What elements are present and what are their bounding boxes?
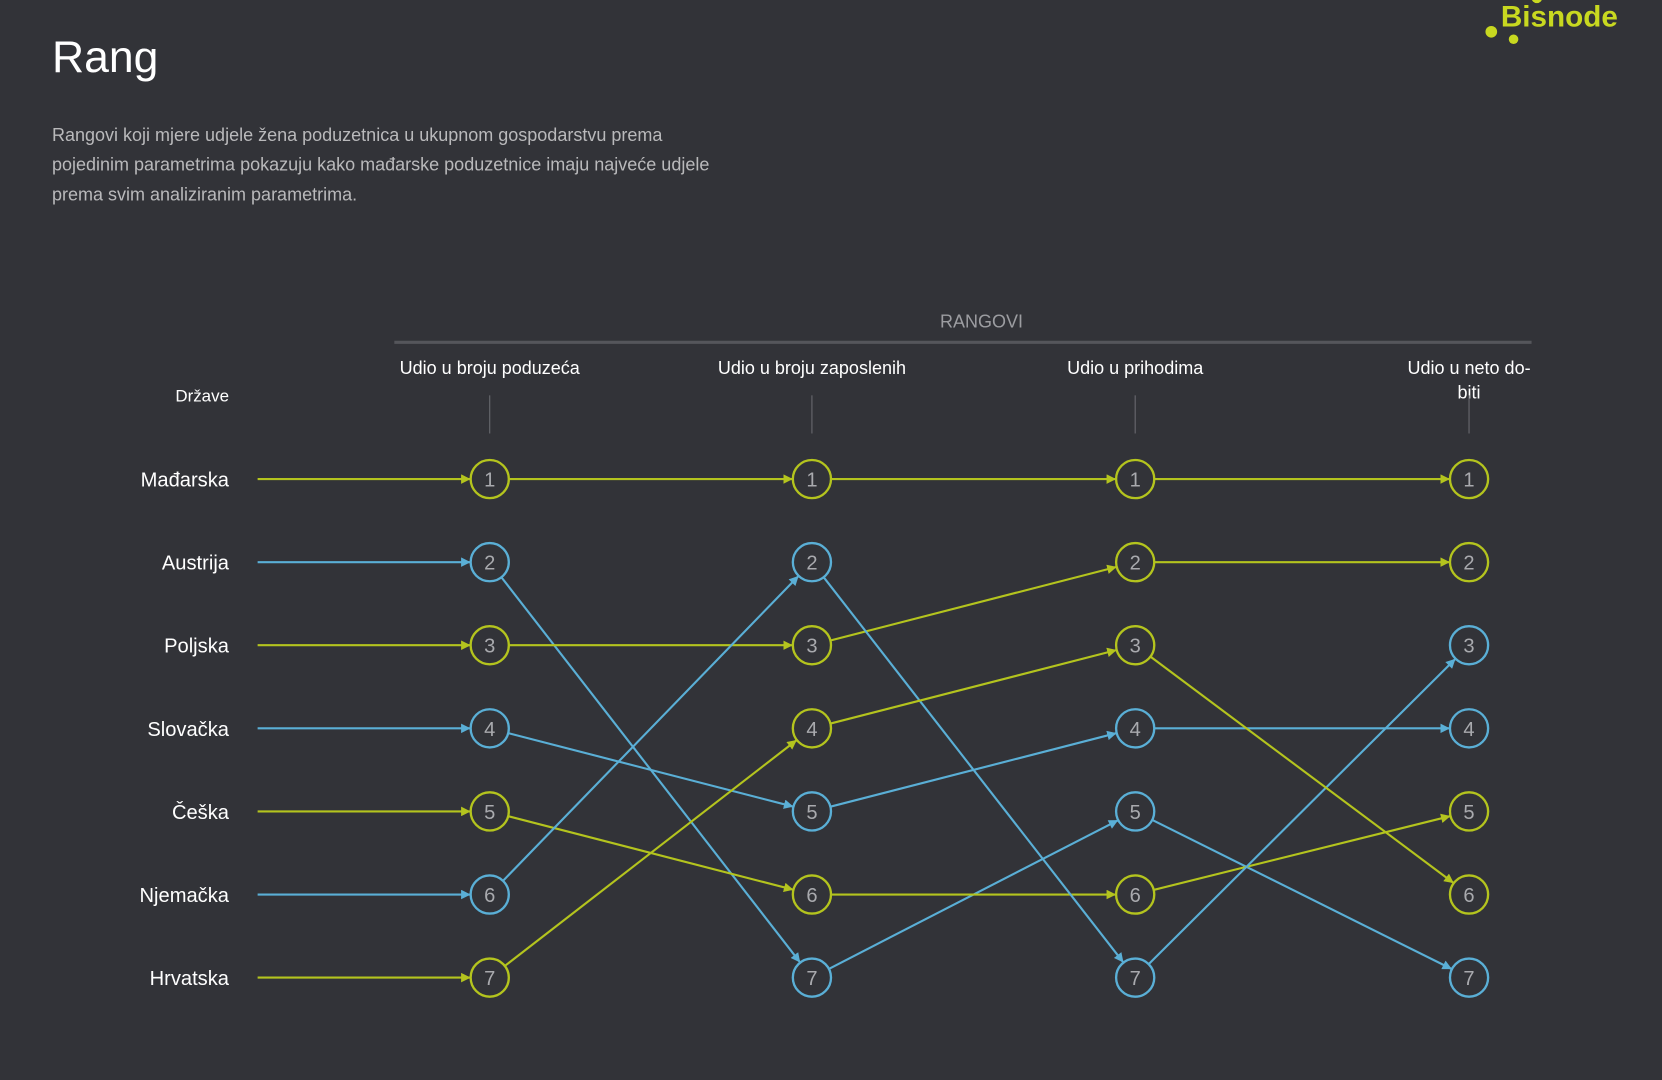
rank-number: 2 bbox=[484, 553, 495, 575]
rank-circle bbox=[1114, 791, 1156, 832]
country-label: Poljska bbox=[164, 636, 230, 658]
series-segment bbox=[1153, 813, 1451, 891]
description-line: prema svim analiziranim parametrima. bbox=[52, 184, 357, 204]
rank-circle bbox=[791, 791, 833, 832]
country-label: Austrija bbox=[162, 553, 230, 575]
rank-circle bbox=[1114, 625, 1156, 666]
rank-circle bbox=[1448, 541, 1490, 583]
series-segment bbox=[507, 732, 794, 809]
rank-circle bbox=[1114, 458, 1156, 500]
series-segment bbox=[1149, 655, 1455, 884]
bump-chart: Udio u broju poduzeća Udio u broju zaposl… bbox=[140, 358, 1531, 998]
series-segment bbox=[1147, 657, 1457, 965]
rank-circle bbox=[1448, 458, 1490, 500]
rank-circle bbox=[1448, 708, 1490, 749]
group-label: RANGOVI bbox=[940, 311, 1023, 331]
rank-circle bbox=[469, 874, 510, 915]
country-label: Hrvatska bbox=[150, 968, 230, 990]
rank-circle bbox=[469, 458, 510, 500]
rank-number: 5 bbox=[484, 802, 495, 824]
column-header: Udio u broju zaposlenih bbox=[718, 358, 906, 378]
rank-number: 2 bbox=[1130, 553, 1141, 575]
series-segment bbox=[830, 564, 1117, 642]
country-label: Njemačka bbox=[140, 885, 230, 907]
country-label: Slovačka bbox=[147, 719, 229, 741]
column-header: Udio u prihodima bbox=[1067, 358, 1204, 378]
rank-number: 7 bbox=[1130, 968, 1141, 990]
rank-number: 2 bbox=[806, 553, 817, 575]
series-segment bbox=[502, 575, 800, 882]
rank-number: 1 bbox=[1463, 469, 1474, 491]
rank-number: 4 bbox=[1463, 719, 1474, 741]
rank-circle bbox=[1448, 874, 1490, 915]
rank-number: 1 bbox=[484, 469, 495, 491]
rank-circle bbox=[469, 957, 510, 998]
rank-number: 1 bbox=[806, 469, 817, 491]
series-segment bbox=[822, 576, 1125, 964]
rank-circle bbox=[1448, 957, 1490, 998]
rank-number: 7 bbox=[1463, 968, 1474, 990]
rank-circle bbox=[1114, 708, 1156, 749]
rank-circle bbox=[791, 625, 833, 666]
rank-number: 6 bbox=[1463, 885, 1474, 907]
rank-circle bbox=[791, 541, 833, 583]
rank-number: 4 bbox=[806, 719, 817, 741]
series-segment bbox=[1151, 818, 1453, 971]
series-segment bbox=[504, 739, 798, 967]
rank-number: 1 bbox=[1130, 469, 1141, 491]
rank-circle bbox=[469, 625, 510, 666]
rank-circle bbox=[791, 708, 833, 749]
rank-number: 7 bbox=[484, 968, 495, 990]
rank-number: 5 bbox=[1130, 802, 1141, 824]
rank-number: 6 bbox=[484, 885, 495, 907]
rank-number: 3 bbox=[484, 636, 495, 658]
country-label: Mađarska bbox=[141, 469, 230, 491]
series-segment bbox=[830, 647, 1117, 725]
rank-number: 5 bbox=[1463, 802, 1474, 824]
row-header: Države bbox=[175, 387, 229, 406]
rank-circle bbox=[791, 957, 833, 998]
rank-number: 3 bbox=[1130, 636, 1141, 658]
description-line: Rangovi koji mjere udjele žena poduzetni… bbox=[52, 125, 663, 145]
rank-circle bbox=[469, 791, 510, 832]
rank-circle bbox=[791, 458, 833, 500]
rank-number: 5 bbox=[806, 802, 817, 824]
rank-circle bbox=[1448, 791, 1490, 832]
rank-circle bbox=[791, 874, 833, 915]
page-title: Rang bbox=[52, 33, 158, 82]
rank-number: 2 bbox=[1463, 553, 1474, 575]
logo-text: Bisnode bbox=[1501, 0, 1618, 33]
country-label: Češka bbox=[172, 801, 230, 824]
rank-circle bbox=[1114, 874, 1156, 915]
rank-number: 4 bbox=[484, 719, 495, 741]
column-header: Udio u neto do- bbox=[1407, 358, 1530, 378]
rank-number: 6 bbox=[1130, 885, 1141, 907]
rank-number: 7 bbox=[806, 968, 817, 990]
rank-number: 3 bbox=[1463, 636, 1474, 658]
rank-circle bbox=[1448, 625, 1490, 666]
column-header: Udio u broju poduzeća bbox=[400, 358, 581, 378]
rank-circle bbox=[1114, 957, 1156, 998]
column-header: biti bbox=[1458, 383, 1481, 403]
rank-number: 4 bbox=[1130, 719, 1141, 741]
bisnode-logo: Bisnode bbox=[1485, 0, 1618, 44]
rank-circle bbox=[469, 708, 510, 749]
rank-number: 3 bbox=[806, 636, 817, 658]
rank-circle bbox=[469, 541, 510, 583]
description-line: pojedinim parametrima pokazuju kako mađa… bbox=[52, 155, 709, 175]
rank-circle bbox=[1114, 541, 1156, 583]
rank-number: 6 bbox=[806, 885, 817, 907]
